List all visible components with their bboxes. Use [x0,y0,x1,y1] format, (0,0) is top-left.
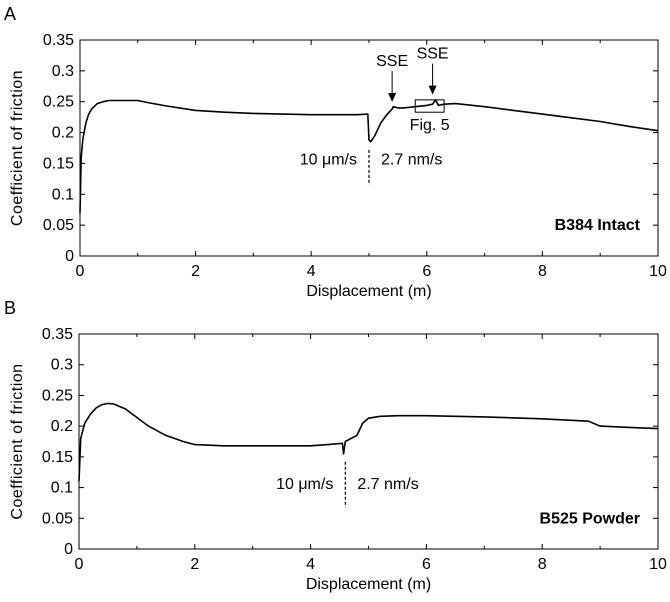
panel-b-ytick-label: 0.35 [42,326,73,343]
panel-a-sse-label: SSE [417,46,449,63]
panel-a-ytick-label: 0.25 [43,94,74,111]
panel-a-label: A [4,4,16,24]
panel-b-ytick-label: 0.3 [51,357,73,374]
panel-b-xtick-label: 6 [422,556,431,573]
panel-b-ytick-label: 0 [64,541,73,558]
panel-a-ytick-label: 0.2 [52,125,74,142]
panel-a-velocity-left-label: 10 μm/s [300,151,357,168]
panel-a-xtick-label: 4 [307,263,316,280]
panel-b-xtick-label: 0 [75,556,84,573]
panel-b-ytick-label: 0.05 [42,510,73,527]
panel-a-inset-box [414,99,445,113]
panel-b-xtick-label: 8 [538,556,547,573]
panel-a-ytick-label: 0.3 [52,63,74,80]
panel-b-velocity-left-label: 10 μm/s [276,476,333,493]
panel-a-sse-label: SSE [376,53,408,70]
panel-a-xtick-label: 6 [422,263,431,280]
panel-a-ytick-label: 0.05 [43,217,74,234]
panel-a-ytick-label: 0.1 [52,186,74,203]
panel-b-series-line [78,402,659,482]
panel-b-ytick-label: 0.1 [51,480,73,497]
panel-a-sample-label: B384 Intact [555,217,641,234]
panel-b-label: B [4,298,16,318]
panel-a-xtick-label: 8 [538,263,547,280]
panel-a-series-line [79,99,659,213]
panel-b-sample-label: B525 Powder [540,510,640,527]
panel-b-ytick-label: 0.2 [51,418,73,435]
panel-b-xtick-label: 4 [306,556,315,573]
panel-a-sse-arrow-head [388,93,397,103]
panel-b-x-axis-label: Displacement (m) [306,576,431,593]
panel-a-sse-arrow-head [428,85,437,95]
panel-b-xtick-label: 2 [190,556,199,573]
panel-b-xtick-label: 10 [649,556,667,573]
panel-a-ytick-label: 0.35 [43,32,74,49]
panel-b-ytick-label: 0.15 [42,449,73,466]
panel-b-y-axis-label: Coefficient of friction [9,363,26,519]
panel-a-xtick-label: 10 [649,263,667,280]
panel-a-x-axis-label: Displacement (m) [306,283,431,300]
panel-a-xtick-label: 0 [76,263,85,280]
panel-a-ytick-label: 0.15 [43,155,74,172]
panel-a-inset-label: Fig. 5 [410,117,450,134]
panel-a-ytick-label: 0 [65,248,74,265]
panel-a-xtick-label: 2 [191,263,200,280]
panel-a-y-axis-label: Coefficient of friction [9,70,26,226]
panel-a-velocity-right-label: 2.7 nm/s [381,151,442,168]
panel-b-velocity-right-label: 2.7 nm/s [357,476,418,493]
panel-b-ytick-label: 0.25 [42,387,73,404]
